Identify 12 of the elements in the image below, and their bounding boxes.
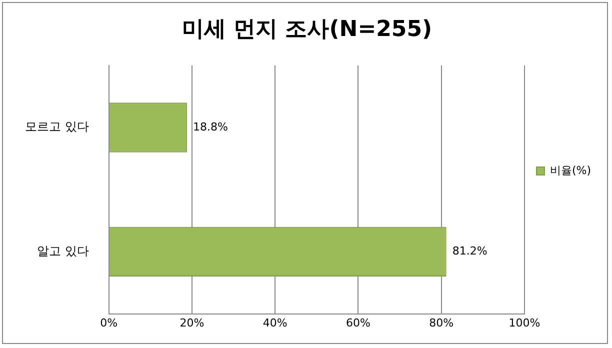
y-tick-label: 알고 있다	[36, 244, 89, 258]
x-tick-label: 80%	[429, 316, 454, 330]
x-tick-label: 0%	[100, 316, 118, 330]
x-tick-label: 60%	[346, 316, 370, 330]
x-tick-label: 100%	[508, 316, 540, 330]
data-label: 81.2%	[452, 244, 488, 258]
data-label: 18.8%	[192, 120, 228, 134]
x-tick-label: 20%	[180, 316, 204, 330]
legend-label: 비율(%)	[550, 164, 592, 177]
chart-title: 미세 먼지 조사(N=255)	[182, 16, 432, 42]
y-tick-label: 모르고 있다	[24, 120, 89, 134]
x-tick-label: 40%	[262, 316, 288, 330]
